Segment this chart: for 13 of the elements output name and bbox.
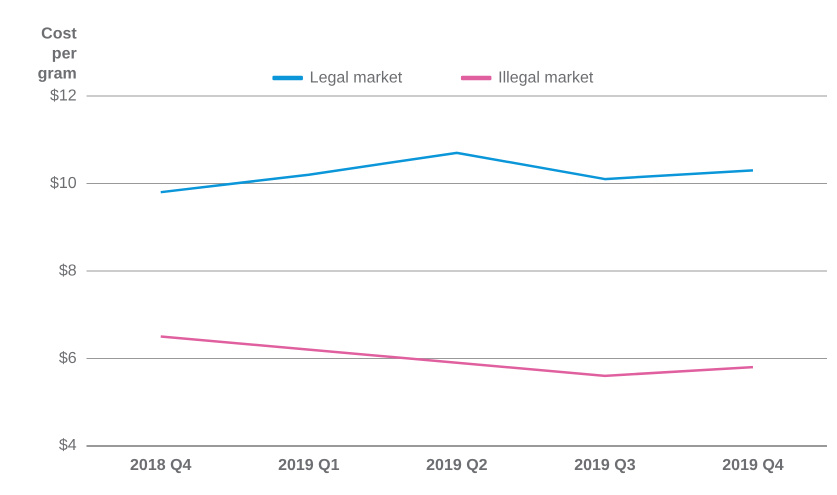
y-tick-label: $12 [50, 87, 77, 104]
y-tick-label: $6 [58, 350, 77, 367]
legend-label: Legal market [310, 69, 403, 86]
x-tick-label: 2019 Q4 [722, 456, 784, 474]
legend-label: Illegal market [498, 69, 594, 86]
x-tick-label: 2019 Q2 [426, 456, 488, 474]
y-tick-label: $8 [58, 262, 77, 280]
y-axis-title: Cost per gram [38, 25, 78, 82]
y-tick-label: $10 [50, 174, 77, 192]
y-tick-label: $4 [58, 437, 77, 454]
x-tick-label: 2019 Q1 [278, 456, 340, 474]
x-tick-label: 2018 Q4 [130, 456, 192, 474]
x-tick-label: 2019 Q3 [574, 456, 636, 474]
